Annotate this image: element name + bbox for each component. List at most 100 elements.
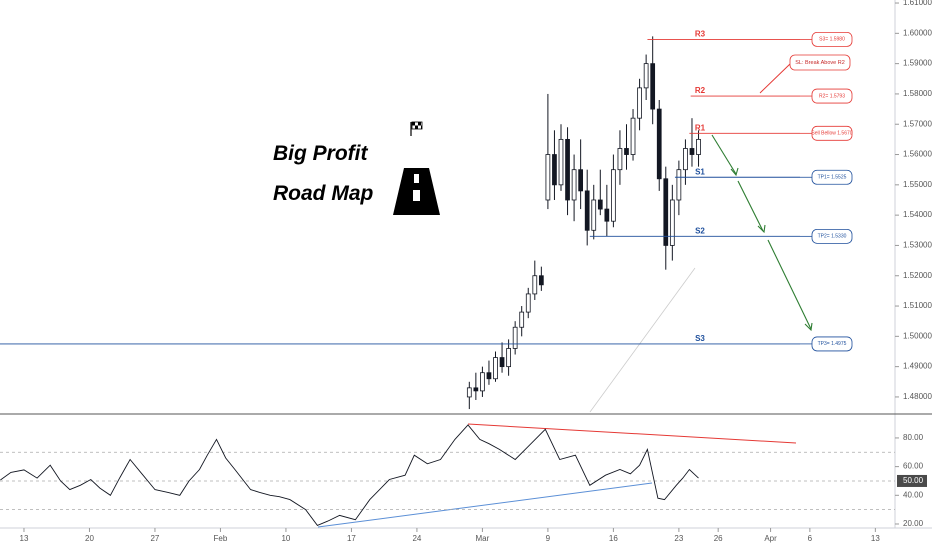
- x-tick-label: Feb: [214, 534, 228, 543]
- x-tick-label: 20: [85, 534, 94, 543]
- callout-box: [811, 228, 853, 244]
- callout-label: S3= 1.5980: [819, 37, 845, 43]
- candle-body: [571, 169, 577, 201]
- y-tick-label: 20.00: [903, 519, 924, 528]
- candle-body: [663, 178, 669, 246]
- candle-body: [696, 138, 701, 155]
- candle-body: [545, 154, 551, 201]
- x-tick-label: 24: [412, 534, 421, 543]
- level-name: S3: [695, 334, 705, 343]
- candle-body: [552, 154, 557, 186]
- callout-label: TP3= 1.4975: [818, 341, 847, 347]
- candle-body: [676, 169, 682, 201]
- x-tick-label: Apr: [764, 534, 777, 543]
- y-tick-label: 60.00: [903, 462, 924, 471]
- x-tick-label: 16: [609, 534, 618, 543]
- candle-body: [525, 293, 531, 313]
- candle-body: [538, 275, 544, 286]
- x-tick-label: Mar: [476, 534, 490, 543]
- candle-body: [466, 387, 472, 398]
- candle-body: [584, 190, 590, 231]
- headline: Road Map: [273, 182, 374, 205]
- callout-box: [811, 336, 853, 352]
- candle-body: [650, 63, 656, 110]
- y-tick-label: 80.00: [903, 433, 924, 442]
- y-tick-label: 1.59000: [903, 59, 932, 68]
- x-tick-label: 23: [674, 534, 683, 543]
- current-label: 50.00: [903, 476, 924, 485]
- headline: Big Profit: [273, 142, 368, 165]
- level-name: S2: [695, 226, 705, 235]
- candle-body: [493, 357, 498, 380]
- candle-body: [617, 148, 623, 171]
- y-tick-label: 1.61000: [903, 0, 932, 7]
- candle-body: [480, 372, 485, 392]
- candle-body: [624, 148, 629, 155]
- candle-body: [519, 311, 525, 328]
- callout-box: [811, 31, 853, 47]
- candle-body: [558, 138, 564, 186]
- y-tick-label: 1.58000: [903, 89, 932, 98]
- candle-body: [611, 169, 616, 222]
- y-tick-label: 1.53000: [903, 241, 932, 250]
- callout-label: TP1= 1.5525: [818, 175, 847, 181]
- sl-callout: SL: Break Above R2: [789, 54, 851, 71]
- x-tick-label: 13: [20, 534, 29, 543]
- callout-label: TP2= 1.5330: [818, 234, 847, 240]
- x-tick-label: 27: [150, 534, 159, 543]
- y-tick-label: 1.51000: [903, 301, 932, 310]
- candle-body: [486, 372, 492, 380]
- candle-body: [532, 275, 538, 295]
- moving-average: [589, 267, 696, 413]
- flag-icon: [410, 121, 423, 136]
- candle-body: [683, 148, 688, 171]
- callout-box: [811, 88, 853, 104]
- y-tick-label: 40.00: [903, 490, 924, 499]
- candle-body: [499, 357, 505, 368]
- candle-body: [578, 169, 584, 192]
- candle-body: [604, 208, 610, 222]
- level-name: R2: [695, 86, 706, 95]
- target-arrows: [711, 134, 813, 332]
- level-name: S1: [695, 167, 705, 176]
- y-tick-label: 1.60000: [903, 28, 932, 37]
- candle-body: [597, 199, 603, 210]
- candle-body: [506, 348, 511, 368]
- y-tick-label: 1.48000: [903, 392, 932, 401]
- candle-body: [643, 63, 649, 89]
- x-tick-label: 13: [871, 534, 880, 543]
- candle-body: [637, 87, 642, 119]
- road-icon: [393, 168, 440, 215]
- y-tick-label: 1.50000: [903, 331, 932, 340]
- level-name: R3: [695, 30, 706, 39]
- callout-label: Sell Bellow 1.5670: [811, 131, 852, 137]
- rsi-support-trendline: [317, 482, 653, 528]
- candle-body: [473, 387, 479, 392]
- callout-box: [811, 125, 853, 141]
- rsi-line: [0, 424, 699, 526]
- x-tick-label: 17: [347, 534, 356, 543]
- candle-body: [630, 117, 636, 155]
- x-tick-label: 10: [281, 534, 290, 543]
- sl-note: SL: Break Above R2: [795, 60, 845, 66]
- level-name: R1: [695, 123, 706, 132]
- candle-body: [565, 138, 570, 201]
- x-tick-label: 6: [808, 534, 813, 543]
- callout-label: R2= 1.5793: [819, 93, 845, 99]
- sl-pointer: [759, 63, 791, 94]
- y-tick-label: 1.55000: [903, 180, 932, 189]
- x-tick-label: 26: [714, 534, 723, 543]
- current-badge: [897, 474, 927, 487]
- candle-body: [512, 326, 518, 349]
- rsi-resistance-trendline: [467, 423, 797, 444]
- candle-body: [689, 148, 695, 155]
- y-tick-label: 1.54000: [903, 210, 932, 219]
- y-tick-label: 1.49000: [903, 362, 932, 371]
- y-tick-label: 1.52000: [903, 271, 932, 280]
- candle-body: [591, 199, 597, 231]
- y-tick-label: 1.57000: [903, 119, 932, 128]
- candle-body: [669, 199, 675, 246]
- candle-body: [656, 108, 662, 180]
